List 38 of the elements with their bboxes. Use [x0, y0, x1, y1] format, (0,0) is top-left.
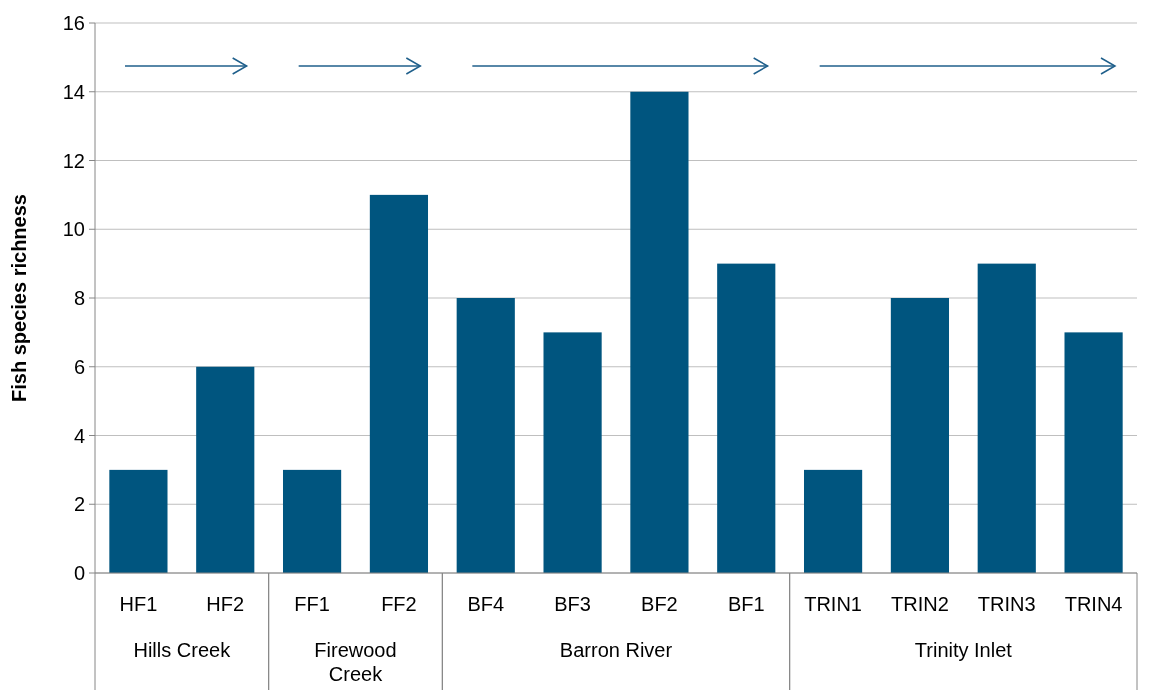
text: Trinity Inlet	[914, 639, 1013, 661]
bar	[890, 298, 950, 573]
bar	[543, 332, 602, 573]
y-tick-label: 10	[62, 218, 85, 241]
x-tick-label: TRIN3	[977, 593, 1036, 615]
y-tick-label: 6	[73, 355, 85, 378]
x-tick-label: HF2	[206, 593, 245, 615]
bar	[803, 469, 863, 573]
bar	[1064, 332, 1123, 573]
bar	[369, 194, 429, 573]
bar	[977, 263, 1036, 573]
y-tick-label: 16	[62, 12, 85, 34]
text: Hills Creek	[133, 639, 232, 661]
bar	[109, 469, 168, 573]
x-tick-label: FF1	[294, 593, 330, 615]
x-tick-label: HF1	[119, 593, 158, 615]
x-tick-label: FF2	[381, 593, 417, 615]
y-tick-label: 8	[73, 287, 85, 309]
y-tick-label: 0	[73, 562, 85, 584]
y-tick-label: 14	[62, 80, 85, 103]
x-tick-label: TRIN4	[1064, 593, 1123, 615]
y-tick-label: 4	[73, 424, 85, 447]
x-tick-label: BF3	[554, 593, 591, 615]
x-tick-label: BF2	[641, 593, 678, 615]
bar	[196, 366, 255, 573]
bar	[282, 469, 342, 573]
bar	[630, 91, 689, 573]
x-tick-label: BF4	[467, 593, 505, 615]
x-tick-label: BF1	[727, 593, 765, 615]
x-tick-label: TRIN1	[804, 593, 862, 615]
y-tick-label: 12	[62, 149, 85, 172]
y-tick-label: 2	[73, 493, 85, 516]
bar	[717, 263, 776, 573]
text: Barron River	[559, 639, 673, 661]
text: Firewood Creek	[314, 639, 397, 685]
x-tick-label: TRIN2	[891, 593, 949, 615]
bar	[456, 298, 515, 573]
y-axis-title: Fish species richness	[8, 194, 30, 402]
